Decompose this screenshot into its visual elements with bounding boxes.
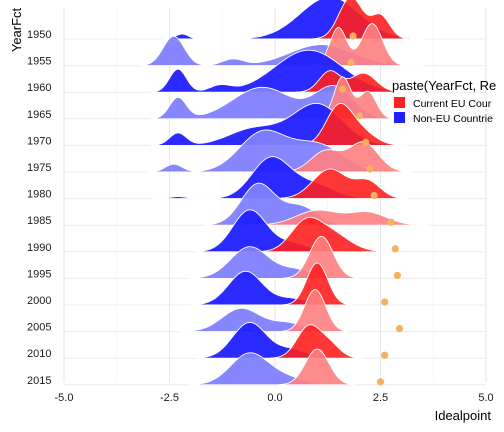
point-marker-1980 <box>370 192 378 200</box>
point-marker-1970 <box>362 138 370 146</box>
ridge-eu-1970 <box>297 102 408 146</box>
y-tick-label: 1950 <box>27 29 51 41</box>
ridge-eu-2010 <box>270 324 365 359</box>
y-tick-label: 1985 <box>27 215 51 227</box>
y-tick-label: 1965 <box>27 109 51 121</box>
ridge-eu-1990 <box>256 216 392 253</box>
ridge-eu-1955 <box>310 23 407 67</box>
legend-label-non-eu: Non-EU Countrie <box>413 113 493 125</box>
point-marker-2010 <box>381 351 389 359</box>
point-marker-1950 <box>349 32 357 40</box>
x-tick-label: -5.0 <box>55 392 74 404</box>
ridge-eu-2000 <box>282 262 352 306</box>
ridge-eu-1975 <box>277 141 412 173</box>
ridge-eu-1980 <box>275 168 409 200</box>
x-tick-label: -2.5 <box>160 392 179 404</box>
point-marker-1990 <box>391 245 399 253</box>
point-marker-2005 <box>395 325 404 333</box>
point-marker-1975 <box>366 165 374 173</box>
ridge-row-1975 <box>146 129 412 173</box>
y-tick-label: 1995 <box>27 268 51 280</box>
y-tick-label: 2005 <box>27 322 51 334</box>
y-tick-label: 1955 <box>27 56 51 68</box>
ridge-layer <box>139 0 430 386</box>
ridge-eu-1985 <box>249 209 430 226</box>
legend-swatch-eu <box>394 97 405 108</box>
x-axis-title: Idealpoint <box>435 408 492 423</box>
y-tick-label: 1975 <box>27 162 51 174</box>
legend-title: paste(YearFct, Re <box>392 78 496 93</box>
x-tick-label: 0.0 <box>267 392 282 404</box>
y-tick-label: 1990 <box>27 242 51 254</box>
ridge-eu-2005 <box>280 289 350 333</box>
ridge-row-2015 <box>188 348 356 386</box>
y-tick-label: 1960 <box>27 82 51 94</box>
ridge-eu-1995 <box>283 235 360 279</box>
ridge-row-1980 <box>150 156 409 200</box>
point-marker-1985 <box>387 218 395 226</box>
point-marker-1995 <box>393 271 401 279</box>
y-tick-label: 2015 <box>27 375 51 387</box>
x-axis: -5.0 -2.5 0.0 2.5 5.0 <box>55 392 494 404</box>
marker-layer <box>338 32 404 386</box>
legend-label-eu: Current EU Cour <box>413 98 492 110</box>
ridge-eu-1960 <box>295 70 405 93</box>
ridge-row-1950 <box>161 0 425 40</box>
ridge-row-1955 <box>139 23 424 67</box>
ridge-row-1970 <box>150 102 408 146</box>
y-tick-label: 2000 <box>27 295 51 307</box>
ridge-eu-2015 <box>278 348 356 386</box>
point-marker-2015 <box>376 378 385 386</box>
point-marker-2000 <box>381 298 389 306</box>
y-axis-title: YearFct <box>9 7 24 52</box>
point-marker-1960 <box>338 85 347 93</box>
x-tick-label: 2.5 <box>373 392 388 404</box>
point-marker-1955 <box>347 59 355 67</box>
y-axis: 1950 1955 1960 1965 1970 1975 1980 1985 1990 1995… <box>27 29 51 387</box>
ridge-row-1960 <box>150 49 418 93</box>
y-tick-label: 1980 <box>27 189 51 201</box>
x-tick-label: 5.0 <box>478 392 493 404</box>
legend: paste(YearFct, Re Current EU Cour Non-EU… <box>392 78 496 125</box>
legend-swatch-non-eu <box>394 112 405 123</box>
point-marker-1965 <box>355 112 363 120</box>
y-tick-label: 2010 <box>27 348 51 360</box>
y-tick-label: 1970 <box>27 135 51 147</box>
